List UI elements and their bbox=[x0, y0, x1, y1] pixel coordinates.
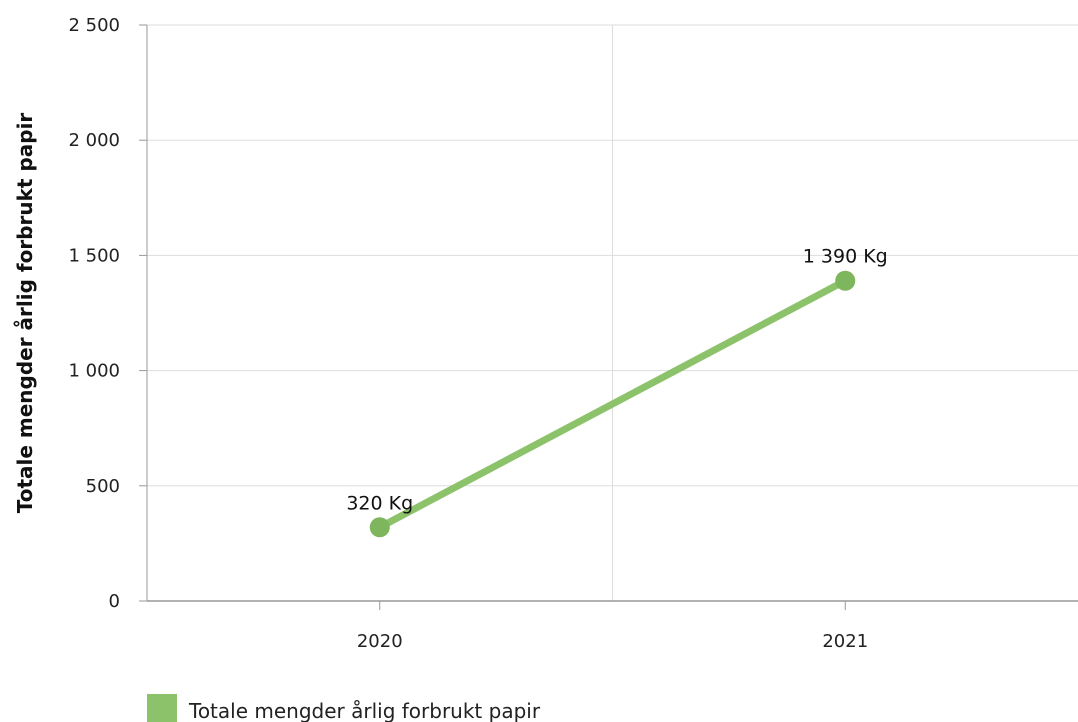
data-label: 1 390 Kg bbox=[803, 246, 888, 268]
y-tick-label: 0 bbox=[109, 591, 120, 612]
y-axis-title: Totale mengder årlig forbrukt papir bbox=[13, 113, 37, 514]
data-point bbox=[835, 270, 856, 291]
legend-label: Totale mengder årlig forbrukt papir bbox=[188, 699, 541, 722]
y-tick-label: 500 bbox=[86, 476, 120, 497]
data-point bbox=[369, 517, 390, 538]
y-tick-label: 2 500 bbox=[68, 15, 120, 36]
x-tick-label: 2021 bbox=[822, 631, 868, 652]
legend[interactable]: Totale mengder årlig forbrukt papir bbox=[147, 694, 541, 722]
y-tick-label: 1 000 bbox=[68, 361, 120, 382]
data-label: 320 Kg bbox=[346, 492, 413, 514]
axes: 0 500 1 000 1 500 2 000 2 500 2020 2021 bbox=[68, 15, 1078, 652]
legend-swatch bbox=[147, 694, 177, 722]
y-tick-label: 1 500 bbox=[68, 245, 120, 266]
grid-lines bbox=[147, 24, 1078, 601]
series-line bbox=[376, 277, 849, 531]
x-tick-label: 2020 bbox=[357, 631, 403, 652]
y-tick-label: 2 000 bbox=[68, 130, 120, 151]
series-layer: 320 Kg 1 390 Kg bbox=[346, 246, 888, 538]
